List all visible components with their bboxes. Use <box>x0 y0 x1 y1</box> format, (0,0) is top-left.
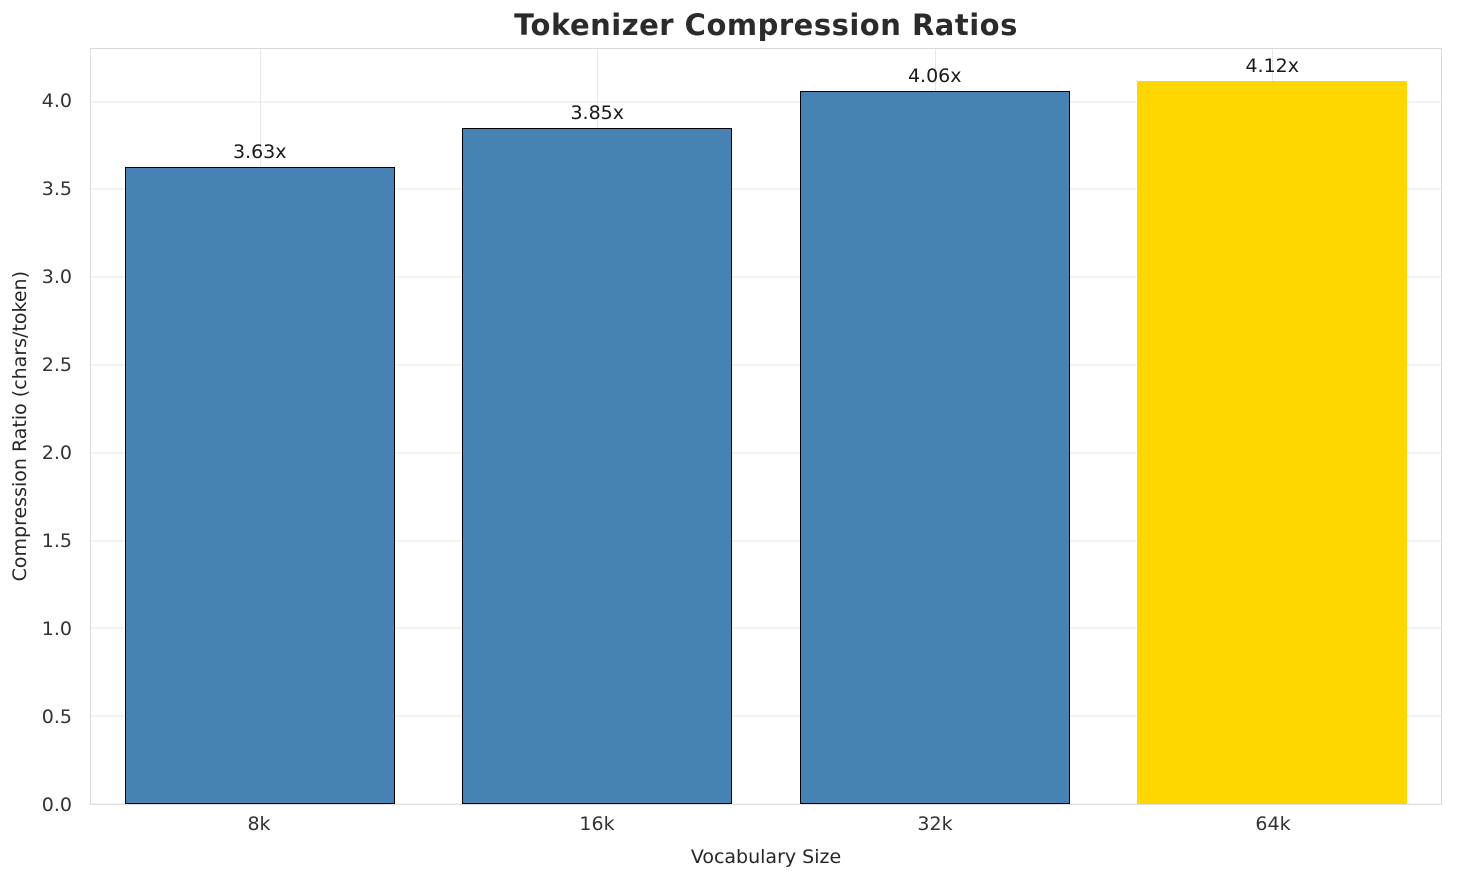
y-tick-label: 0.5 <box>41 705 72 728</box>
y-tick-label: 4.0 <box>41 89 72 112</box>
bar <box>799 91 1070 804</box>
bar <box>1137 80 1408 804</box>
y-tick-label: 1.5 <box>41 529 72 552</box>
bar <box>124 166 395 804</box>
x-tick-label: 8k <box>247 813 271 835</box>
gridlines <box>91 49 1441 805</box>
x-tick-label: 16k <box>579 813 615 835</box>
bar-slot: 3.63x <box>91 49 429 804</box>
y-tick-label: 0.0 <box>41 794 72 816</box>
y-tick-label: 2.0 <box>41 441 72 464</box>
x-tick-labels: 8k 16k 32k 64k <box>90 813 1442 835</box>
h-gridline <box>91 452 1441 454</box>
bars: 3.63x 3.85x 4.06x 4.12x <box>91 49 1441 804</box>
bar-value-label: 4.12x <box>1245 54 1300 77</box>
h-gridline <box>91 101 1441 103</box>
y-tick-labels: 0.0 0.5 1.0 1.5 2.0 2.5 3.0 3.5 4.0 <box>0 48 82 816</box>
x-tick-label: 64k <box>1255 813 1291 835</box>
bar-slot: 3.85x <box>429 49 767 804</box>
y-tick-label: 3.5 <box>41 177 72 200</box>
chart-title: Tokenizer Compression Ratios <box>514 8 1018 42</box>
h-gridline <box>91 276 1441 278</box>
h-gridline <box>91 364 1441 366</box>
h-gridline <box>91 188 1441 190</box>
h-gridline <box>91 715 1441 717</box>
y-tick-label: 1.0 <box>41 617 72 640</box>
bar-value-label: 4.06x <box>907 65 962 88</box>
bar-slot: 4.06x <box>766 49 1104 804</box>
y-tick-label: 3.0 <box>41 265 72 288</box>
bar-slot: 4.12x <box>1104 49 1442 804</box>
y-tick-label: 2.5 <box>41 353 72 376</box>
x-tick-label: 32k <box>917 813 953 835</box>
bar-value-label: 3.85x <box>570 102 625 125</box>
h-gridline <box>91 803 1441 805</box>
h-gridline <box>91 540 1441 542</box>
plot-area: 3.63x 3.85x 4.06x 4.12x <box>90 48 1442 805</box>
bar-value-label: 3.63x <box>232 140 287 163</box>
h-gridline <box>91 627 1441 629</box>
bar <box>462 128 733 804</box>
x-axis-label: Vocabulary Size <box>690 846 842 868</box>
